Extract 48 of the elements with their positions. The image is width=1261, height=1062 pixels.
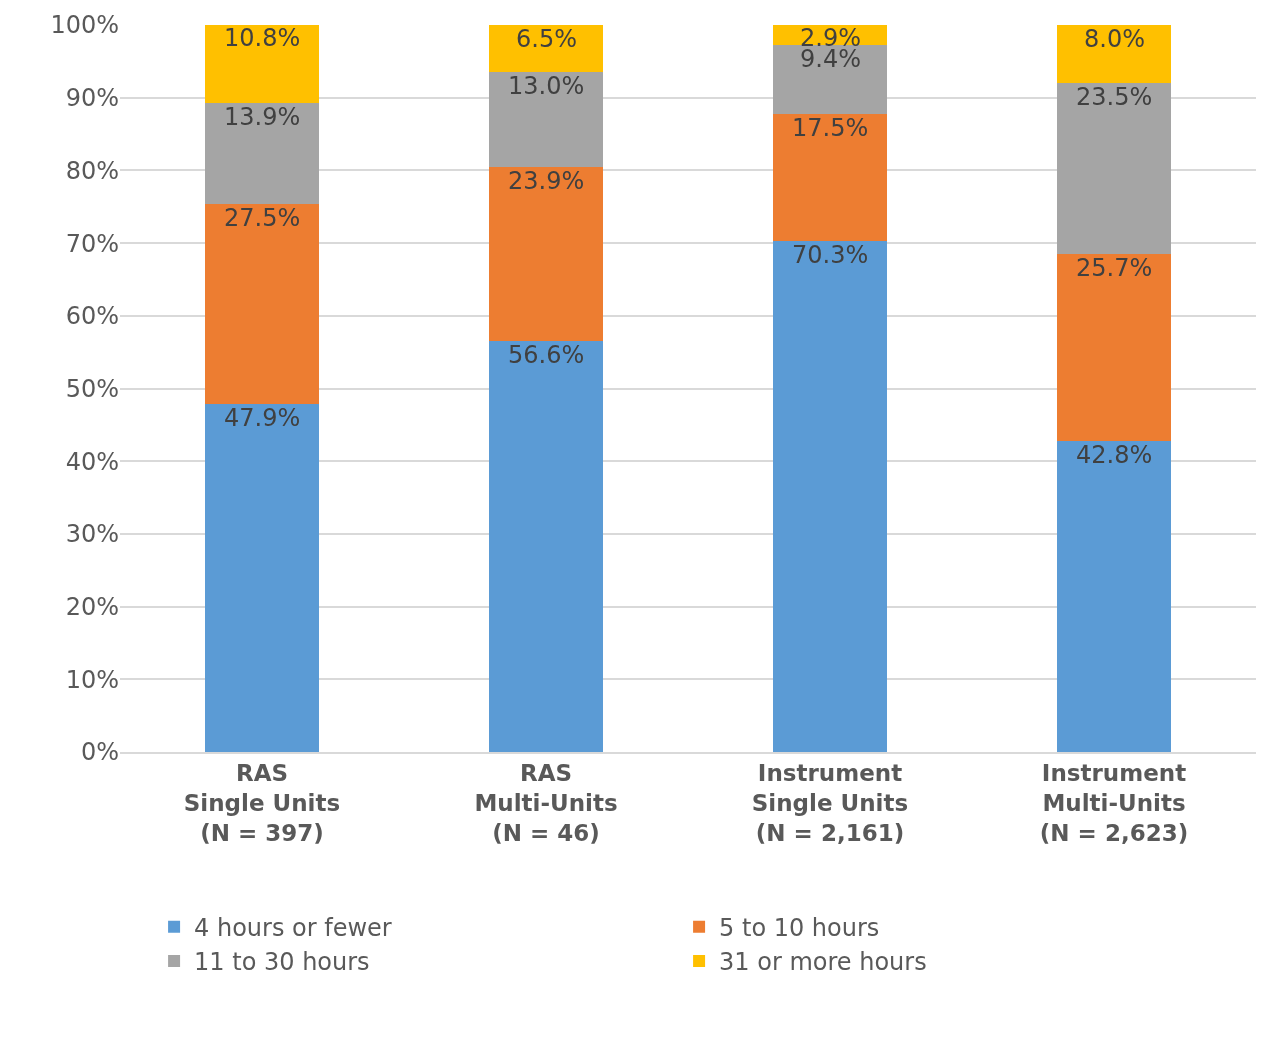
data-label: 6.5% — [516, 25, 577, 53]
bar — [489, 72, 603, 167]
data-label: 10.8% — [224, 24, 301, 52]
data-label: 27.5% — [224, 204, 301, 232]
data-label: 13.9% — [224, 103, 301, 131]
bar — [489, 340, 603, 752]
y-tick-label: 0% — [80, 738, 119, 767]
y-tick-label: 80% — [65, 156, 119, 185]
data-label: 56.6% — [508, 341, 585, 369]
data-label: 25.7% — [1076, 254, 1153, 282]
y-tick-label: 50% — [65, 374, 119, 403]
bar — [205, 203, 319, 404]
data-label: 13.0% — [508, 72, 585, 100]
x-tick-label: Instrument Multi-Units (N = 2,623) — [1039, 760, 1189, 847]
bar — [205, 102, 319, 204]
bar — [1057, 83, 1171, 255]
y-tick-label: 60% — [65, 302, 119, 331]
data-label: 8.0% — [1084, 25, 1145, 53]
x-tick-label: Instrument Single Units (N = 2,161) — [751, 760, 909, 847]
y-tick-label: 70% — [65, 229, 119, 258]
bar — [773, 45, 887, 114]
y-tick-label: 100% — [50, 11, 119, 40]
bar — [205, 25, 319, 103]
x-tick-label: RAS Multi-Units (N = 46) — [474, 760, 618, 847]
data-label: 23.9% — [508, 167, 585, 195]
legend-label: 11 to 30 hours — [194, 948, 370, 977]
data-label: 23.5% — [1076, 83, 1153, 111]
y-tick-label: 20% — [65, 593, 119, 621]
legend-label: 5 to 10 hours — [719, 914, 880, 943]
data-label: 42.8% — [1076, 441, 1153, 469]
bar — [205, 403, 319, 752]
y-tick-label: 90% — [65, 84, 119, 113]
bar — [489, 166, 603, 341]
x-tick-label: RAS Single Units (N = 397) — [183, 760, 341, 847]
bar — [489, 25, 603, 73]
data-label: 17.5% — [792, 114, 869, 142]
data-label: 70.3% — [792, 241, 869, 269]
bar — [773, 113, 887, 241]
data-label: 47.9% — [224, 404, 301, 432]
legend-label: 4 hours or fewer — [194, 914, 392, 943]
bar — [1057, 25, 1171, 84]
y-tick-label: 40% — [65, 447, 119, 476]
bar — [1057, 254, 1171, 441]
bar — [1057, 440, 1171, 752]
y-tick-label: 30% — [65, 520, 119, 549]
y-tick-label: 10% — [65, 665, 119, 694]
legend-label: 31 or more hours — [719, 948, 927, 977]
bar — [773, 240, 887, 752]
